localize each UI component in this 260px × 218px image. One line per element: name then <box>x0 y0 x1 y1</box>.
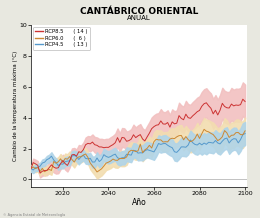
Text: © Agencia Estatal de Meteorología: © Agencia Estatal de Meteorología <box>3 213 65 217</box>
Title: CANTÁBRICO ORIENTAL: CANTÁBRICO ORIENTAL <box>80 7 198 16</box>
Legend: RCP8.5      ( 14 ), RCP6.0      (  6 ), RCP4.5      ( 13 ): RCP8.5 ( 14 ), RCP6.0 ( 6 ), RCP4.5 ( 13… <box>32 27 90 49</box>
Y-axis label: Cambio de la temperatura máxima (°C): Cambio de la temperatura máxima (°C) <box>12 51 18 161</box>
Text: ANUAL: ANUAL <box>127 15 151 21</box>
X-axis label: Año: Año <box>132 198 147 207</box>
